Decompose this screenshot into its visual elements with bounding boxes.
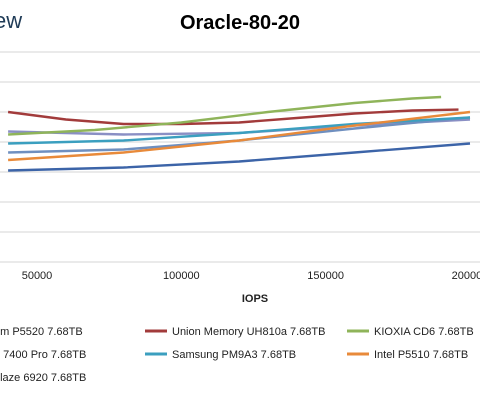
x-axis-label: IOPS <box>242 293 268 305</box>
legend-label: Intel P5510 7.68TB <box>374 349 468 361</box>
x-tick-label: 200000 <box>452 270 480 282</box>
series-lines <box>7 95 471 172</box>
legend-label: KIOXIA CD6 7.68TB <box>374 326 474 338</box>
legend-label: Union Memory UH810a 7.68TB <box>172 326 325 338</box>
brand-logo-text: ew <box>0 8 23 33</box>
series-line-5 <box>8 110 471 162</box>
series-line-6 <box>8 142 471 172</box>
series-line-1 <box>7 108 459 126</box>
chart-title: Oracle-80-20 <box>179 12 301 34</box>
grid-lines <box>0 51 480 263</box>
x-tick-label: 100000 <box>163 270 200 282</box>
series-line-2 <box>8 95 442 136</box>
x-tick-label: 50000 <box>22 270 53 282</box>
x-tick-labels: 50000 100000 150000 200000 <box>22 270 480 282</box>
legend-label: gm P5520 7.68TB <box>0 326 83 338</box>
legend-label: Samsung PM9A3 7.68TB <box>172 349 296 361</box>
legend: gm P5520 7.68TB Union Memory UH810a 7.68T… <box>0 326 474 384</box>
x-tick-label: 150000 <box>307 270 344 282</box>
legend-label: blaze 6920 7.68TB <box>0 372 86 384</box>
legend-label: n 7400 Pro 7.68TB <box>0 349 86 361</box>
